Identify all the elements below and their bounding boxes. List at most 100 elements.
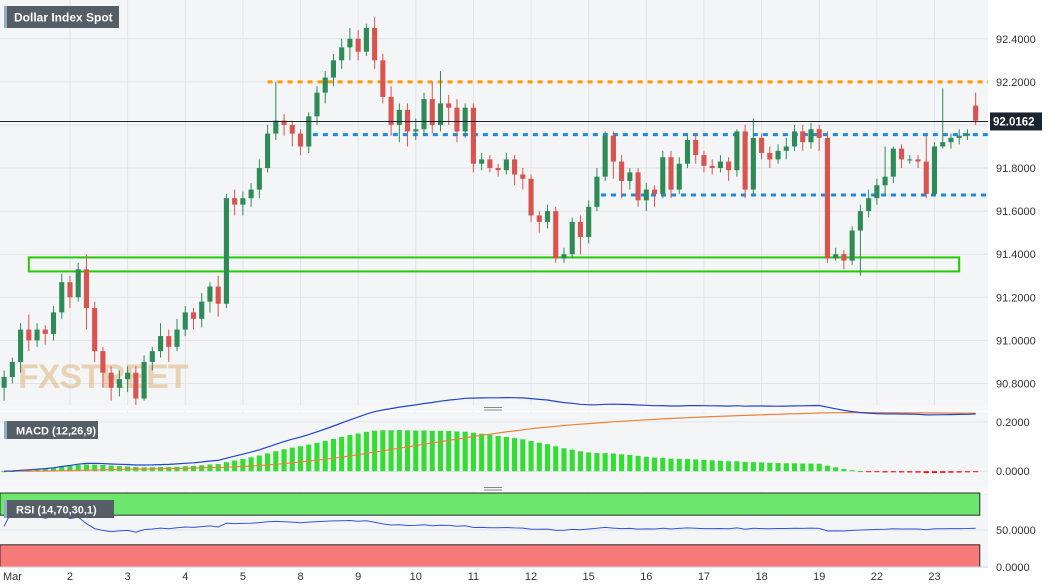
macd-hist-bar (651, 457, 658, 472)
candle-body (108, 372, 114, 388)
candle (92, 301, 98, 362)
time-tick-label: 4 (182, 571, 188, 583)
price-tick-label: 90.8000 (996, 378, 1036, 390)
macd-hist-bar (931, 471, 938, 474)
macd-hist-bar (643, 456, 649, 472)
macd-hist-bar (265, 453, 271, 472)
price-tick-label: 91.4000 (996, 249, 1036, 261)
candle-body (199, 301, 205, 319)
candle (413, 118, 419, 141)
candle-body (190, 312, 197, 319)
candle (907, 155, 913, 164)
macd-axis-ticks: 0.2000 0.0000 (996, 417, 1030, 478)
macd-hist-bar (421, 430, 427, 472)
candle (265, 124, 271, 173)
candle (791, 124, 798, 151)
candle-body (676, 163, 682, 190)
macd-hist-bar (874, 471, 880, 473)
candle-body (322, 77, 328, 93)
macd-hist-bar (75, 465, 81, 472)
macd-hist-bar (833, 467, 839, 472)
time-tick-label: 15 (583, 571, 595, 583)
price-axis-background (988, 0, 1060, 587)
rsi-title: RSI (14,70,30,1) (16, 505, 97, 517)
macd-hist-bar (314, 442, 320, 472)
candle-body (363, 28, 369, 52)
candle-body (561, 254, 567, 259)
candle (956, 129, 962, 145)
candle (915, 155, 921, 169)
macd-hist-bar (50, 468, 57, 472)
macd-hist-bar (240, 458, 246, 472)
candle-body (907, 159, 913, 161)
candle-body (750, 137, 756, 190)
candle (833, 247, 839, 261)
price-tick-label: 91.2000 (996, 292, 1036, 304)
candle-body (83, 269, 90, 309)
time-tick-label: 16 (640, 571, 652, 583)
candle-body (355, 38, 361, 52)
pane-splitter-rsi[interactable] (0, 486, 988, 492)
rsi-tick-label: 0.0000 (996, 562, 1030, 574)
candle (67, 275, 73, 309)
macd-hist-bar (709, 460, 715, 472)
candle-body (767, 152, 773, 160)
candle-body (240, 198, 246, 205)
candle-body (42, 329, 48, 334)
candle-body (693, 140, 699, 156)
time-tick-label: 12 (525, 571, 537, 583)
support-zone-box (27, 256, 961, 273)
candle (479, 152, 485, 171)
macd-hist-bar (487, 434, 493, 472)
macd-hist-bar (824, 465, 831, 472)
candle-body (297, 133, 304, 147)
candle (816, 124, 822, 151)
candle (553, 206, 559, 263)
candle (643, 183, 649, 212)
candle-body (9, 361, 15, 377)
macd-hist-bar (602, 453, 608, 472)
candle-body (372, 28, 378, 61)
candle-body (223, 198, 229, 304)
candle-body (973, 105, 979, 121)
macd-hist-bar (586, 452, 592, 472)
candle (874, 178, 880, 205)
candle-body (824, 137, 831, 259)
macd-hist-bar (866, 471, 872, 473)
candle-body (775, 150, 781, 160)
candle-body (544, 211, 551, 222)
macd-title-tag: MACD (12,26,9) (4, 421, 98, 439)
time-tick-label: 8 (297, 571, 303, 583)
candle (454, 99, 460, 143)
candle (693, 133, 699, 164)
macd-hist-bar (577, 451, 584, 472)
candle (668, 150, 674, 199)
candle-body (866, 198, 872, 212)
candle-body (413, 129, 419, 132)
candle (800, 124, 806, 151)
candle-body (931, 146, 938, 194)
chart-title: Dollar Index Spot (14, 11, 113, 25)
macd-hist-bar (561, 448, 567, 472)
candle (520, 168, 526, 190)
macd-hist-bar (660, 457, 666, 472)
candle (141, 355, 147, 401)
candle-body (783, 146, 789, 151)
candle-body (330, 60, 337, 78)
macd-hist-bar (363, 431, 369, 472)
macd-hist-bar (553, 446, 559, 472)
candle-body (536, 215, 542, 222)
candle (388, 86, 394, 136)
candle-body (684, 140, 691, 164)
macd-hist-bar (791, 463, 798, 472)
candle-body (849, 230, 855, 261)
candle (973, 92, 979, 125)
candle-body (791, 131, 798, 147)
macd-hist-bar (404, 430, 411, 472)
candle (940, 88, 946, 149)
macd-hist-bar (627, 454, 633, 472)
candle (50, 305, 57, 341)
macd-hist-bar (281, 449, 287, 472)
candle-body (133, 372, 139, 399)
